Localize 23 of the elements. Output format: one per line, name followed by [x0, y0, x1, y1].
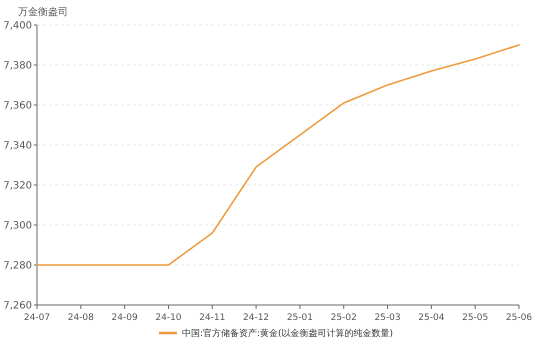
y-tick-label: 7,300	[3, 220, 32, 232]
y-axis-title: 万金衡盎司	[18, 6, 68, 18]
x-tick-label: 25-06	[506, 313, 532, 323]
y-tick-label: 7,320	[3, 180, 32, 192]
x-tick-label: 25-01	[286, 313, 313, 323]
x-tick-label: 25-05	[462, 313, 488, 323]
x-tick-label: 24-07	[24, 313, 50, 323]
y-tick-label: 7,340	[3, 140, 32, 152]
x-tick-label: 25-02	[330, 313, 357, 323]
legend-label: 中国:官方储备资产:黄金(以金衡盎司计算的纯金数量)	[182, 328, 394, 339]
x-tick-label: 25-04	[418, 313, 445, 323]
y-tick-label: 7,360	[3, 100, 32, 112]
x-tick-label: 24-11	[199, 313, 226, 323]
y-tick-label: 7,280	[3, 260, 32, 272]
line-series	[36, 44, 520, 266]
y-tick-label: 7,380	[3, 60, 32, 72]
y-tick-label: 7,400	[3, 20, 32, 32]
x-tick-label: 25-03	[374, 313, 401, 323]
x-tick-label: 24-12	[243, 313, 270, 323]
x-tick-label: 24-09	[112, 313, 138, 323]
x-tick-label: 24-10	[155, 313, 182, 323]
y-tick-label: 7,260	[3, 300, 32, 312]
x-tick-label: 24-08	[68, 313, 94, 323]
